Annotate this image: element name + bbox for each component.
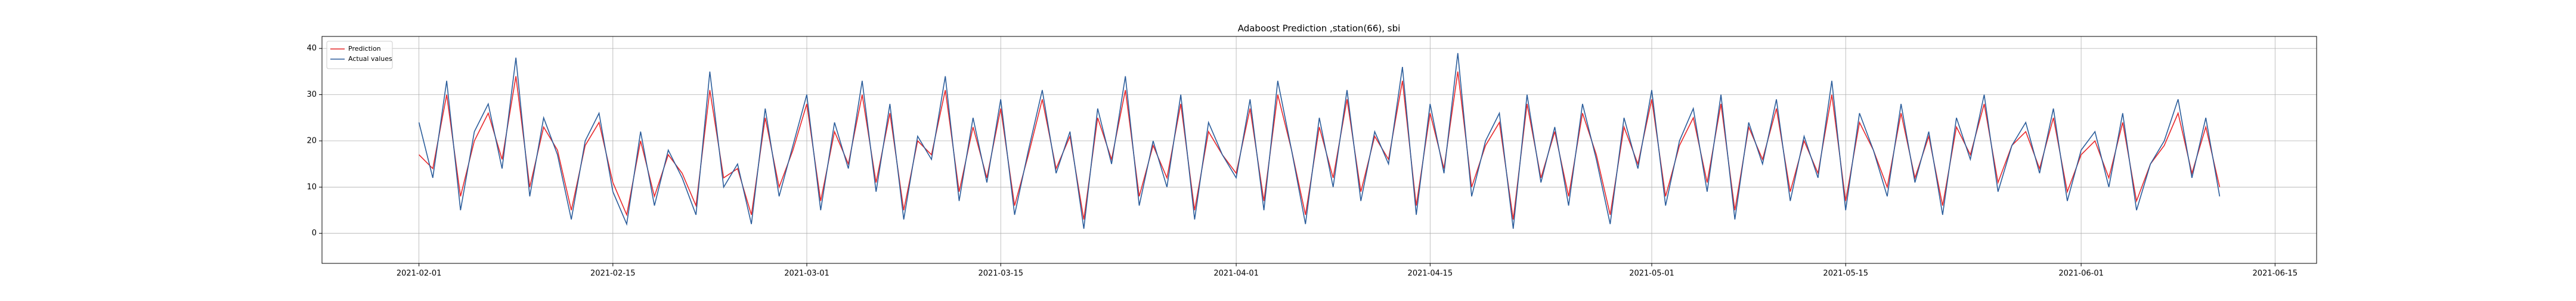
chart-title: Adaboost Prediction ,station(66), sbi bbox=[1238, 23, 1401, 34]
legend-box bbox=[326, 41, 393, 69]
x-tick-label: 2021-04-01 bbox=[1213, 269, 1259, 278]
x-tick-label: 2021-06-01 bbox=[2058, 269, 2104, 278]
legend-label: Actual values bbox=[348, 55, 392, 63]
y-tick-label: 0 bbox=[312, 229, 317, 238]
x-tick-label: 2021-06-15 bbox=[2253, 269, 2298, 278]
axes-frame bbox=[321, 36, 2317, 264]
series-line bbox=[418, 53, 2221, 229]
x-tick-label: 2021-03-15 bbox=[978, 269, 1023, 278]
x-tick-label: 2021-02-01 bbox=[397, 269, 442, 278]
y-tick-label: 30 bbox=[306, 90, 317, 99]
x-tick-label: 2021-05-01 bbox=[1629, 269, 1674, 278]
y-tick-label: 40 bbox=[306, 44, 317, 53]
x-tick-label: 2021-05-15 bbox=[1823, 269, 1868, 278]
legend-label: Prediction bbox=[348, 45, 381, 53]
y-tick-label: 20 bbox=[306, 136, 317, 145]
x-tick-label: 2021-03-01 bbox=[784, 269, 829, 278]
y-tick-label: 10 bbox=[306, 183, 317, 192]
x-tick-label: 2021-04-15 bbox=[1408, 269, 1453, 278]
x-tick-label: 2021-02-15 bbox=[590, 269, 636, 278]
